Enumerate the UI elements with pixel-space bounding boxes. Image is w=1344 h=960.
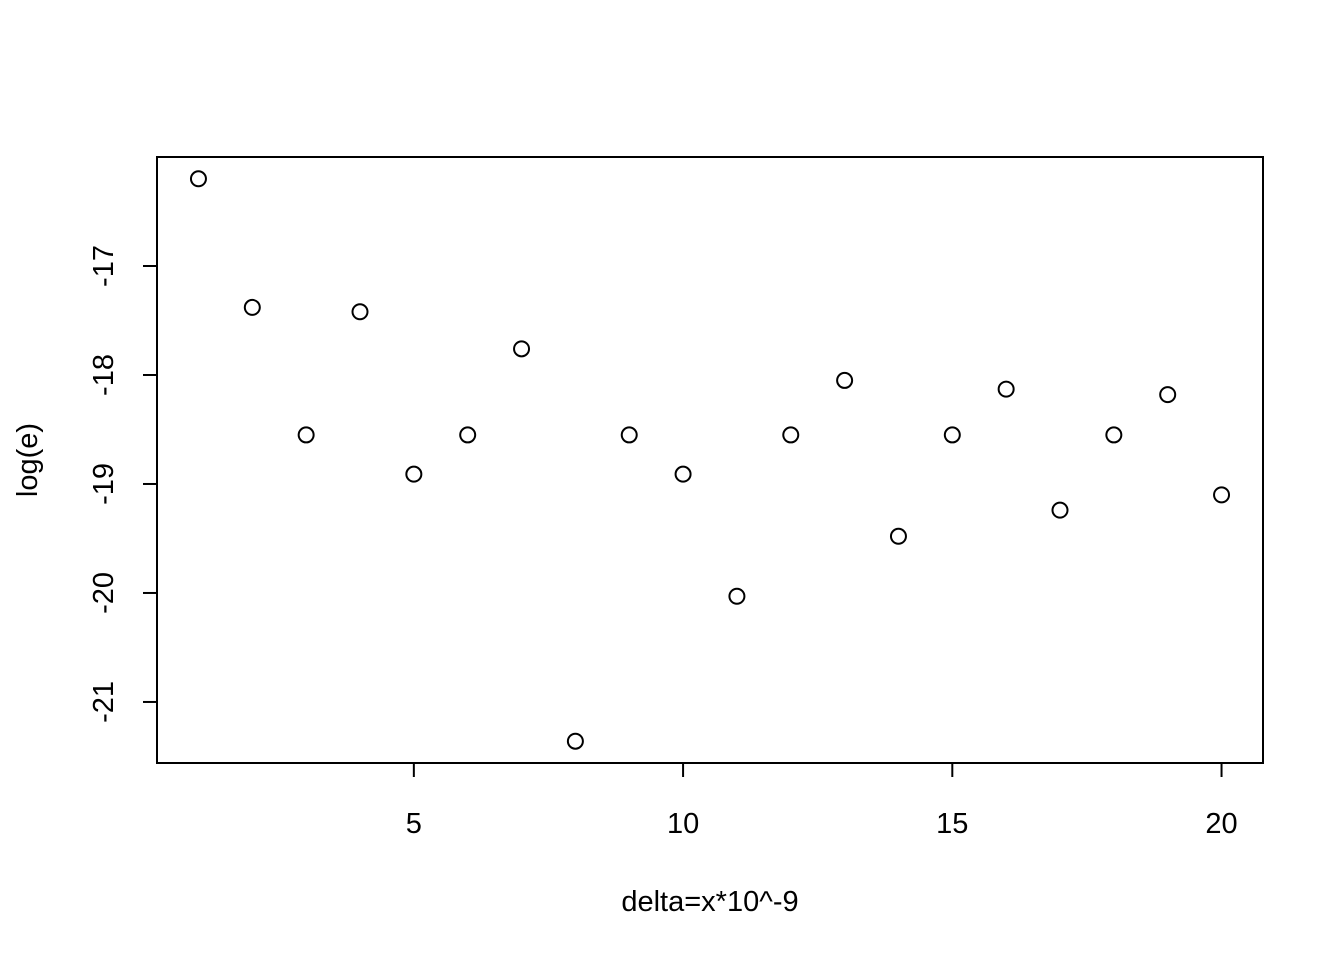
x-axis: 5 10 15 20 [406, 762, 1238, 840]
y-tick-label: -18 [88, 354, 120, 396]
data-point [943, 426, 961, 444]
data-point [243, 298, 261, 316]
data-point [566, 732, 584, 750]
y-tick-label: -19 [88, 463, 120, 505]
x-tick-label: 20 [1205, 808, 1237, 840]
data-point [728, 587, 746, 605]
data-point [351, 303, 369, 321]
x-axis-label: delta=x*10^-9 [621, 886, 798, 918]
data-point [405, 465, 423, 483]
y-axis: -17 -18 -19 -20 -21 [88, 245, 158, 723]
data-point [836, 371, 854, 389]
x-tick-label: 10 [667, 808, 699, 840]
y-axis-label: log(e) [12, 423, 44, 497]
data-point [459, 426, 477, 444]
x-tick-label: 5 [406, 808, 422, 840]
data-points [189, 170, 1231, 750]
data-point [513, 340, 531, 358]
y-tick-label: -20 [88, 572, 120, 614]
data-point [997, 380, 1015, 398]
y-tick-label: -21 [88, 681, 120, 723]
data-point [889, 527, 907, 545]
data-point [782, 426, 800, 444]
data-point [1213, 486, 1231, 504]
plot-frame [156, 156, 1264, 764]
data-point [1159, 386, 1177, 404]
y-tick-label: -17 [88, 245, 120, 287]
x-tick-label: 15 [936, 808, 968, 840]
data-point [1105, 426, 1123, 444]
data-point [620, 426, 638, 444]
data-point [189, 170, 207, 188]
data-point [1051, 501, 1069, 519]
data-point [297, 426, 315, 444]
data-point [674, 465, 692, 483]
